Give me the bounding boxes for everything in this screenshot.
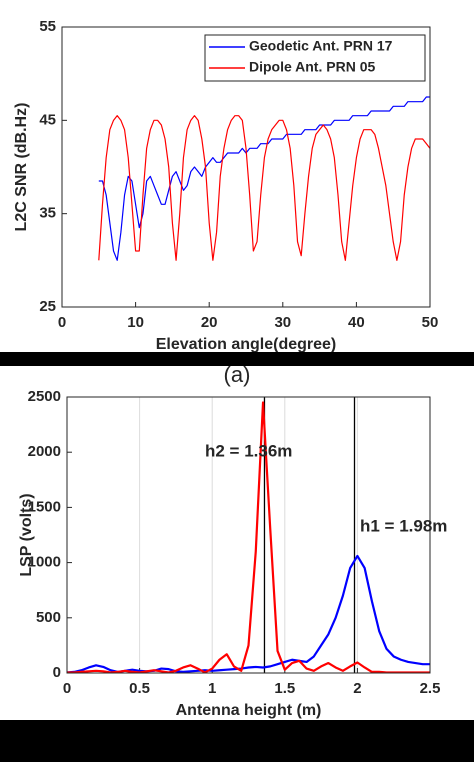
series-line — [67, 401, 430, 674]
y-tick-label: 2500 — [28, 388, 61, 405]
x-axis-label: Elevation angle(degree) — [156, 336, 337, 353]
y-tick-label: 35 — [39, 205, 56, 222]
legend-box — [204, 34, 426, 82]
x-tick-label: 0 — [58, 314, 66, 331]
x-tick-label: 2.5 — [420, 680, 441, 697]
y-tick-label: 500 — [36, 609, 61, 626]
x-tick-label: 2 — [353, 680, 361, 697]
y-axis-label: LSP (volts) — [18, 493, 35, 576]
x-tick-label: 40 — [348, 314, 365, 331]
y-axis-label: L2C SNR (dB.Hz) — [13, 103, 30, 232]
axes-box — [66, 396, 431, 674]
series-line — [98, 96, 430, 261]
band — [0, 352, 474, 366]
annotation: h2 = 1.36m — [205, 441, 292, 460]
x-tick-label: 1.5 — [274, 680, 295, 697]
y-tick-label: 1000 — [28, 554, 61, 571]
y-tick-label: 0 — [53, 664, 61, 681]
x-tick-label: 1 — [208, 680, 216, 697]
y-tick-label: 2000 — [28, 443, 61, 460]
x-tick-label: 0.5 — [129, 680, 150, 697]
legend-label: Dipole Ant. PRN 05 — [249, 59, 375, 75]
series-line — [98, 115, 431, 261]
x-tick-label: 0 — [63, 680, 71, 697]
x-axis-label: Antenna height (m) — [176, 702, 322, 719]
y-tick-label: 1500 — [28, 498, 61, 515]
legend-label: Geodetic Ant. PRN 17 — [249, 38, 393, 54]
y-tick-label: 55 — [39, 18, 56, 35]
x-tick-label: 30 — [274, 314, 291, 331]
x-tick-label: 50 — [422, 314, 439, 331]
x-tick-label: 20 — [201, 314, 218, 331]
annotation: h1 = 1.98m — [360, 516, 447, 535]
axes-box — [61, 26, 431, 308]
y-tick-label: 25 — [39, 298, 56, 315]
plot-area — [67, 397, 430, 673]
x-tick-label: 10 — [127, 314, 144, 331]
y-tick-label: 45 — [39, 111, 56, 128]
band — [0, 720, 474, 762]
